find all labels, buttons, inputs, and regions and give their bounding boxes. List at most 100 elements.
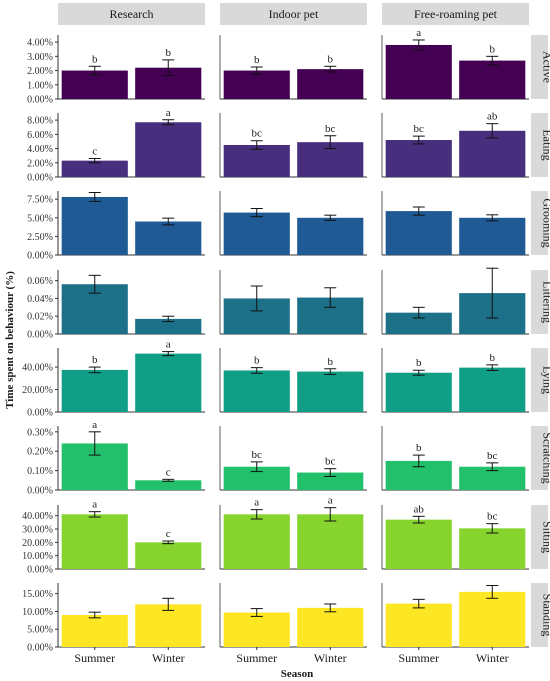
y-axis-eating: 0.00% 2.00% 4.00% 6.00% 8.00% [27, 113, 59, 184]
bar-winter [297, 607, 364, 647]
error-bar-summer [88, 366, 101, 374]
column-strip-bg [382, 3, 529, 25]
y-tick-label: 4.00% [27, 38, 53, 49]
bar-summer [385, 211, 452, 255]
error-bar-winter [324, 214, 337, 221]
x-axis-indoor-pet: Summer Winter [236, 647, 347, 665]
error-bar-summer [88, 431, 101, 456]
error-bar-winter [324, 603, 337, 613]
panel-littering-research [58, 274, 205, 335]
error-bar-winter [324, 65, 337, 73]
panel-littering-free-roaming-pet [381, 267, 529, 335]
bar-summer [223, 70, 290, 99]
row-strip-sitting: Sitting [531, 505, 550, 569]
bar-summer [385, 603, 452, 647]
significance-letter: bc [325, 123, 336, 135]
y-tick-label: 0.00% [27, 643, 53, 654]
x-axes: Summer Winter Summer Winter Summer Winter [74, 647, 509, 665]
significance-letter: bc [252, 449, 263, 461]
bar-summer [61, 514, 128, 569]
error-bar-winter [162, 478, 175, 482]
error-bar-winter [486, 364, 499, 371]
y-tick-label: 5.00% [27, 213, 53, 224]
bar-winter [459, 367, 526, 412]
error-bar-winter [324, 368, 337, 375]
y-tick-label: 2.50% [27, 232, 53, 243]
bar-winter [459, 60, 526, 99]
y-axes: 0.00% 1.00% 2.00% 3.00% 4.00% 0.00% 2.00% 4.00%… [22, 35, 59, 654]
row-strip-bg [531, 505, 548, 569]
x-tick-label: Summer [74, 651, 115, 665]
y-tick-label: 40.00% [22, 363, 53, 374]
error-bar-winter [162, 217, 175, 226]
error-bar-winter [486, 214, 499, 222]
error-bar-summer [250, 207, 263, 218]
significance-letter: ab [487, 111, 498, 123]
bar-winter [135, 122, 202, 177]
error-bar-winter [486, 123, 499, 139]
row-strip-label: Sitting [541, 521, 550, 553]
error-bar-summer [412, 598, 425, 609]
row-strip-label: Active [541, 51, 550, 83]
y-tick-label: 2.00% [27, 66, 53, 77]
significance-letter: a [416, 27, 421, 39]
error-bar-summer [412, 39, 425, 51]
x-tick-label: Summer [398, 651, 439, 665]
y-tick-label: 20.00% [22, 538, 53, 549]
y-tick-label: 0.20% [27, 447, 53, 458]
significance-letter: a [254, 497, 259, 509]
bar-summer [223, 466, 290, 490]
error-bar-summer [88, 511, 101, 518]
significance-letter: b [328, 356, 334, 368]
error-bar-summer [88, 611, 101, 619]
row-strip-label: Eating [541, 129, 550, 160]
y-tick-label: 0.02% [27, 312, 53, 323]
y-tick-label: 0.00% [27, 330, 53, 341]
y-tick-label: 15.00% [22, 589, 53, 600]
error-bar-summer [250, 509, 263, 520]
significance-letter: b [416, 442, 422, 454]
y-tick-label: 0.00% [27, 251, 53, 262]
bar-winter [135, 542, 202, 569]
row-strip-bg [531, 35, 548, 99]
error-bar-summer [250, 461, 263, 473]
y-axis-scratching: 0.00% 0.10% 0.20% 0.30% [27, 426, 59, 497]
error-bar-summer [412, 135, 425, 145]
column-strip-free-roaming-pet: Free-roaming pet [382, 3, 529, 25]
error-bar-winter [162, 351, 175, 357]
x-axis-free-roaming-pet: Summer Winter [398, 647, 509, 665]
significance-letter: bc [325, 456, 336, 468]
row-strip-grooming: Grooming [531, 191, 550, 255]
bar-winter [297, 217, 364, 255]
row-strip-label: Standing [541, 594, 550, 637]
bar-summer [385, 44, 452, 99]
error-bar-winter [324, 135, 337, 150]
significance-letter: c [166, 528, 171, 540]
bar-summer [61, 160, 128, 177]
column-strip-indoor-pet: Indoor pet [220, 3, 367, 25]
y-tick-label: 0.00% [27, 95, 53, 106]
panel-grooming-research [58, 191, 205, 256]
y-axis-grooming: 0.00% 2.50% 5.00% 7.50% [27, 191, 59, 262]
bar-winter [135, 604, 202, 647]
y-tick-label: 0.00% [27, 408, 53, 419]
bar-winter [297, 514, 364, 569]
panel-eating-research: ca [58, 107, 205, 178]
panel-grooming-free-roaming-pet [381, 191, 529, 256]
y-tick-label: 40.00% [22, 511, 53, 522]
row-strip-label: Littering [541, 281, 550, 323]
y-axis-active: 0.00% 1.00% 2.00% 3.00% 4.00% [27, 35, 59, 106]
y-tick-label: 1.00% [27, 80, 53, 91]
row-strip-bg [531, 426, 548, 490]
bar-winter [135, 353, 202, 412]
y-tick-label: 3.00% [27, 52, 53, 63]
bar-summer [385, 519, 452, 569]
error-bar-summer [250, 285, 263, 312]
error-bar-summer [412, 369, 425, 376]
y-tick-label: 0.00% [27, 486, 53, 497]
error-bar-winter [324, 468, 337, 477]
bar-summer [223, 370, 290, 412]
